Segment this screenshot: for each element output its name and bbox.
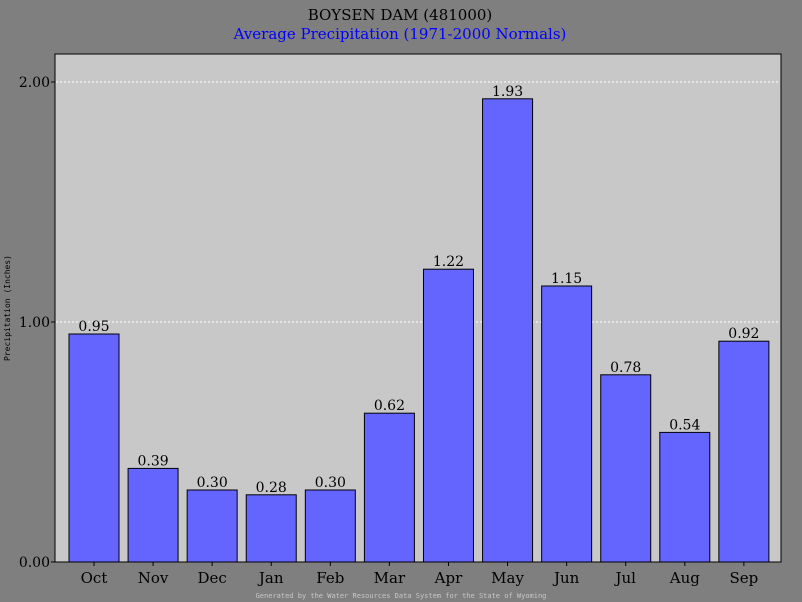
x-tick-label: Jun	[552, 569, 580, 587]
bar	[482, 98, 534, 563]
footer-note: Generated by the Water Resources Data Sy…	[256, 592, 547, 600]
y-axis-label: Precipitation (Inches)	[3, 255, 12, 361]
bar	[718, 340, 770, 563]
bar-value-label: 1.15	[551, 271, 582, 287]
grid-layer	[56, 81, 780, 323]
axis-layer: 0.00 1.00 2.00 Oct Nov Dec Jan Feb Mar Apr May Jun J…	[19, 75, 758, 587]
bar	[245, 494, 297, 563]
bar-value-label: 0.62	[374, 398, 405, 414]
bar-value-label: 0.30	[197, 475, 228, 491]
chart-subtitle: Average Precipitation (1971-2000 Normals…	[233, 25, 567, 43]
bar	[363, 412, 415, 563]
x-tick-label: Mar	[374, 569, 406, 587]
x-tick-label: May	[491, 569, 524, 587]
bar-value-label: 0.78	[610, 360, 641, 376]
bars-layer	[68, 98, 770, 563]
bar-value-label: 0.92	[728, 326, 759, 342]
x-tick-label: Jan	[257, 569, 284, 587]
y-tick-label: 2.00	[19, 75, 50, 91]
bar-value-label: 0.95	[78, 319, 109, 335]
labels-layer: 0.95 0.39 0.30 0.28 0.30 0.62 1.22 1.93 1.15 0.78…	[78, 84, 759, 496]
x-tick-label: Dec	[198, 569, 227, 587]
x-tick-label: Sep	[729, 569, 758, 587]
bar	[68, 333, 120, 563]
bar-value-label: 1.93	[492, 84, 523, 100]
bar	[127, 467, 179, 563]
bar	[304, 489, 356, 563]
bar	[600, 374, 652, 563]
x-tick-label: Aug	[669, 569, 700, 587]
bar	[659, 431, 711, 563]
chart-title: BOYSEN DAM (481000)	[308, 6, 493, 24]
x-tick-label: Feb	[316, 569, 344, 587]
bar	[422, 268, 474, 563]
x-tick-label: Nov	[138, 569, 169, 587]
x-tick-label: Oct	[81, 569, 108, 587]
bar-value-label: 0.30	[315, 475, 346, 491]
bar	[541, 285, 593, 563]
bar-value-label: 0.54	[669, 417, 700, 433]
bar-value-label: 0.39	[137, 453, 168, 469]
x-tick-label: Apr	[434, 569, 463, 587]
bar-value-label: 0.28	[256, 480, 287, 496]
y-tick-label: 1.00	[19, 315, 50, 331]
x-tick-label: Jul	[613, 569, 636, 587]
bar-value-label: 1.22	[433, 254, 464, 270]
bar	[186, 489, 238, 563]
y-tick-label: 0.00	[19, 555, 50, 571]
